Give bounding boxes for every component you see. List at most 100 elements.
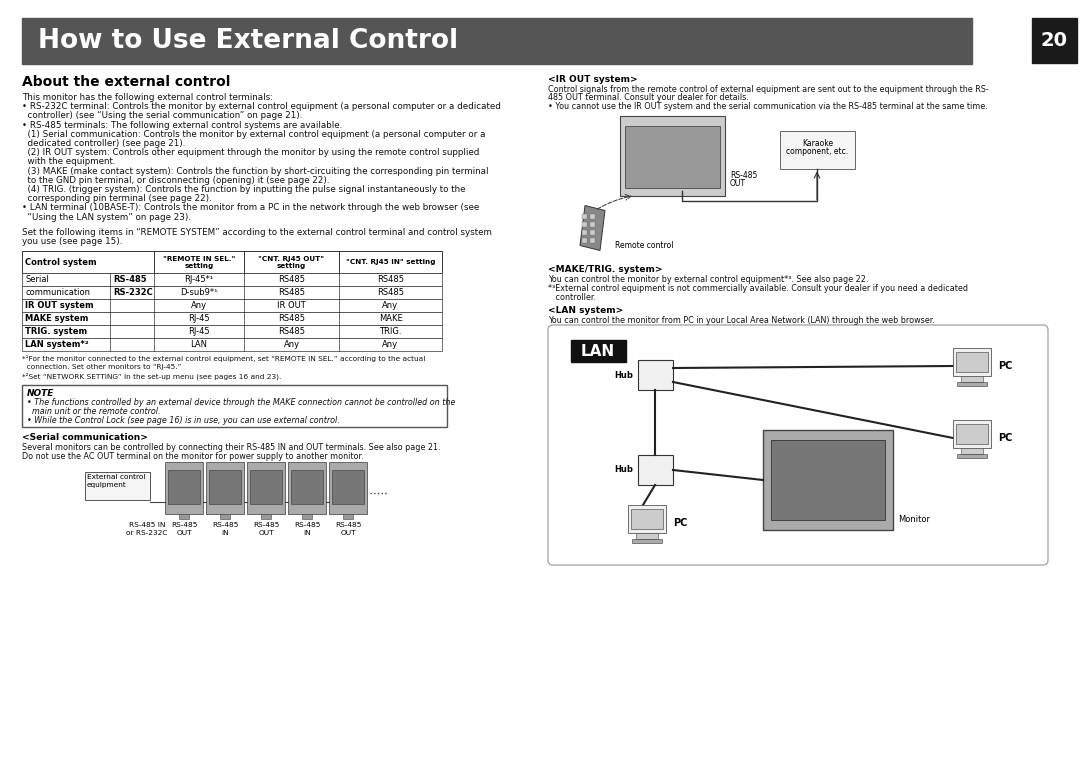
Text: 485 OUT terminal. Consult your dealer for details.: 485 OUT terminal. Consult your dealer fo… <box>548 94 748 103</box>
Text: connection. Set other monitors to “RJ-45.”: connection. Set other monitors to “RJ-45… <box>22 363 181 370</box>
Text: RS-485: RS-485 <box>335 522 361 528</box>
Text: Several monitors can be controlled by connecting their RS-485 IN and OUT termina: Several monitors can be controlled by co… <box>22 443 441 452</box>
Text: D-sub9*¹: D-sub9*¹ <box>180 288 218 297</box>
Text: (3) MAKE (make contact system): Controls the function by short-circuiting the co: (3) MAKE (make contact system): Controls… <box>22 167 488 175</box>
Text: LAN: LAN <box>581 344 616 358</box>
Text: RS-232C: RS-232C <box>113 288 152 297</box>
Text: Any: Any <box>382 340 399 349</box>
Text: (4) TRIG. (trigger system): Controls the function by inputting the pulse signal : (4) TRIG. (trigger system): Controls the… <box>22 185 465 194</box>
FancyBboxPatch shape <box>548 325 1048 565</box>
Text: RS485: RS485 <box>278 288 305 297</box>
Bar <box>302 514 312 519</box>
Text: RJ-45*¹: RJ-45*¹ <box>185 275 214 284</box>
Text: Control system: Control system <box>25 258 96 267</box>
Text: (1) Serial communication: Controls the monitor by external control equipment (a : (1) Serial communication: Controls the m… <box>22 130 486 139</box>
Text: TRIG.: TRIG. <box>379 327 402 336</box>
Bar <box>582 222 588 226</box>
Text: • RS-232C terminal: Controls the monitor by external control equipment (a person: • RS-232C terminal: Controls the monitor… <box>22 102 501 111</box>
Text: with the equipment.: with the equipment. <box>22 158 116 166</box>
Text: <IR OUT system>: <IR OUT system> <box>548 75 637 84</box>
Text: or RS-232C: or RS-232C <box>126 530 167 536</box>
Bar <box>22 251 442 274</box>
Bar <box>582 229 588 235</box>
Text: OUT: OUT <box>258 530 274 536</box>
Text: PC: PC <box>998 361 1012 371</box>
Text: RS-485: RS-485 <box>294 522 320 528</box>
Bar <box>627 505 666 533</box>
Bar <box>953 420 991 448</box>
Text: TRIG. system: TRIG. system <box>25 327 87 336</box>
Bar <box>638 455 673 485</box>
Bar <box>291 469 323 504</box>
Bar <box>343 514 353 519</box>
Text: • RS-485 terminals: The following external control systems are available.: • RS-485 terminals: The following extern… <box>22 120 342 130</box>
Bar <box>590 222 595 226</box>
Bar <box>956 424 988 444</box>
Text: Control signals from the remote control of external equipment are sent out to th: Control signals from the remote control … <box>548 85 989 94</box>
Text: corresponding pin terminal (see page 22).: corresponding pin terminal (see page 22)… <box>22 194 212 203</box>
Text: *²Set “NETWORK SETTING” in the set-up menu (see pages 16 and 23).: *²Set “NETWORK SETTING” in the set-up me… <box>22 372 282 379</box>
Bar <box>22 287 442 299</box>
Text: About the external control: About the external control <box>22 75 230 89</box>
Bar <box>771 440 885 520</box>
Bar <box>85 472 150 500</box>
Bar <box>22 385 447 427</box>
Text: controller) (see “Using the serial communication” on page 21).: controller) (see “Using the serial commu… <box>22 111 302 120</box>
Text: IN: IN <box>303 530 311 536</box>
Bar <box>206 462 244 514</box>
Text: RS485: RS485 <box>278 275 305 284</box>
Text: RS485: RS485 <box>377 275 404 284</box>
Text: "CNT. RJ45 OUT"
setting: "CNT. RJ45 OUT" setting <box>258 256 325 269</box>
Text: RS485: RS485 <box>278 327 305 336</box>
Bar <box>247 462 285 514</box>
Text: IR OUT: IR OUT <box>278 301 306 310</box>
Bar <box>165 462 203 514</box>
Bar <box>590 238 595 242</box>
Text: dedicated controller) (see page 21).: dedicated controller) (see page 21). <box>22 139 186 148</box>
Text: IR OUT system: IR OUT system <box>25 301 94 310</box>
Bar <box>288 462 326 514</box>
Bar <box>329 462 367 514</box>
Text: component, etc.: component, etc. <box>786 146 849 155</box>
Text: • The functions controlled by an external device through the MAKE connection can: • The functions controlled by an externa… <box>27 398 456 407</box>
Bar <box>636 533 658 539</box>
Bar <box>590 229 595 235</box>
Bar <box>625 126 720 187</box>
Text: Any: Any <box>191 301 207 310</box>
Text: RS-485: RS-485 <box>253 522 280 528</box>
Text: main unit or the remote control.: main unit or the remote control. <box>27 407 161 416</box>
Text: Any: Any <box>382 301 399 310</box>
Text: RS485: RS485 <box>278 314 305 323</box>
Text: OUT: OUT <box>730 178 746 187</box>
Text: equipment: equipment <box>87 482 126 488</box>
Text: LAN: LAN <box>190 340 207 349</box>
Bar <box>953 348 991 376</box>
Text: “Using the LAN system” on page 23).: “Using the LAN system” on page 23). <box>22 213 191 222</box>
Bar <box>961 376 983 382</box>
Bar <box>249 469 282 504</box>
Text: RJ-45: RJ-45 <box>188 327 210 336</box>
Bar <box>956 352 988 372</box>
Bar <box>22 338 442 351</box>
Text: Monitor: Monitor <box>897 515 930 524</box>
Bar <box>632 539 662 543</box>
Bar <box>168 469 200 504</box>
Text: How to Use External Control: How to Use External Control <box>38 28 458 54</box>
Bar <box>220 514 230 519</box>
Bar <box>210 469 241 504</box>
Text: RS485: RS485 <box>377 288 404 297</box>
Text: RS-485: RS-485 <box>113 275 147 284</box>
Polygon shape <box>580 206 605 251</box>
Text: LAN system*²: LAN system*² <box>25 340 89 349</box>
Text: <LAN system>: <LAN system> <box>548 306 623 315</box>
Text: (2) IR OUT system: Controls other equipment through the monitor by using the rem: (2) IR OUT system: Controls other equipm… <box>22 148 480 157</box>
Text: RS-485: RS-485 <box>212 522 239 528</box>
Text: to the GND pin terminal, or disconnecting (opening) it (see page 22).: to the GND pin terminal, or disconnectin… <box>22 176 329 185</box>
Text: "CNT. RJ45 IN" setting: "CNT. RJ45 IN" setting <box>346 259 435 265</box>
Bar <box>590 213 595 219</box>
Text: OUT: OUT <box>176 530 192 536</box>
Bar <box>961 448 983 454</box>
Bar <box>1032 18 1077 63</box>
Text: <MAKE/TRIG. system>: <MAKE/TRIG. system> <box>548 265 662 274</box>
Text: <Serial communication>: <Serial communication> <box>22 433 148 442</box>
